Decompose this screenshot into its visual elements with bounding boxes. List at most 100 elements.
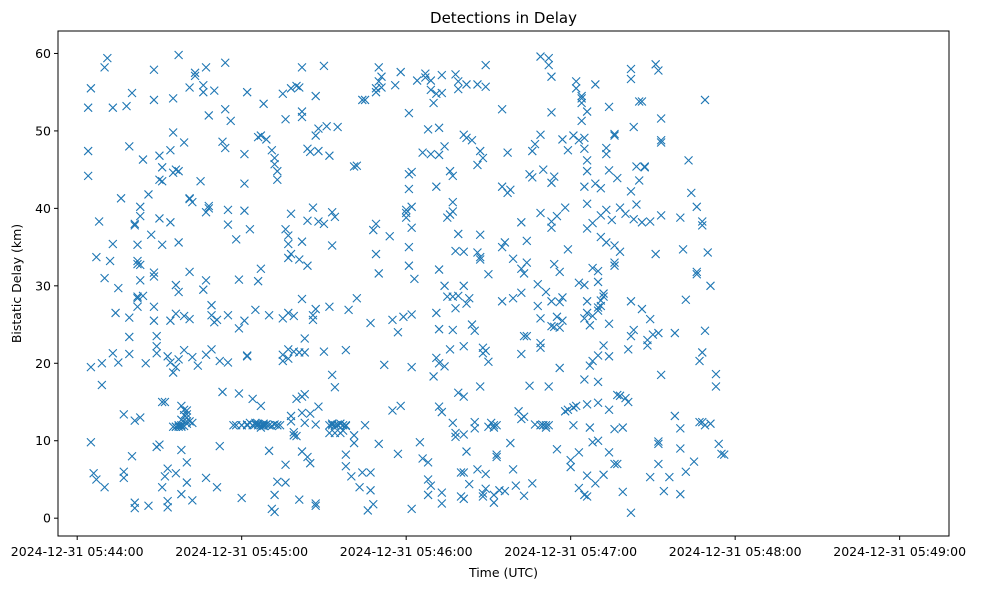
data-point xyxy=(105,256,115,266)
data-point xyxy=(645,314,655,324)
data-point xyxy=(527,478,537,488)
data-point xyxy=(453,76,463,86)
data-point xyxy=(489,420,499,430)
data-point xyxy=(283,239,293,249)
data-point xyxy=(418,454,428,463)
data-point xyxy=(240,149,249,159)
data-point xyxy=(388,406,397,415)
data-point xyxy=(393,327,403,337)
data-point xyxy=(654,437,663,446)
data-point xyxy=(473,465,482,474)
data-point xyxy=(335,419,345,429)
data-point xyxy=(155,151,164,161)
data-point xyxy=(618,423,628,432)
data-point xyxy=(168,368,178,377)
y-tick-label: 40 xyxy=(35,201,51,216)
data-point xyxy=(119,410,129,419)
data-point xyxy=(519,412,529,422)
data-point xyxy=(434,402,444,412)
data-point xyxy=(185,267,194,277)
data-point xyxy=(503,148,513,157)
data-point xyxy=(270,507,279,517)
data-point xyxy=(89,468,99,478)
data-point xyxy=(536,130,545,140)
data-point xyxy=(544,382,554,391)
data-point xyxy=(481,346,491,356)
data-point xyxy=(536,208,545,218)
data-point xyxy=(566,462,576,472)
data-point xyxy=(283,308,293,318)
data-point xyxy=(593,351,603,360)
data-point xyxy=(289,430,299,440)
data-point xyxy=(215,441,225,451)
data-point xyxy=(656,114,666,123)
data-point xyxy=(656,135,666,145)
data-point xyxy=(530,139,540,149)
data-point xyxy=(478,492,488,501)
data-point xyxy=(281,224,290,234)
data-point xyxy=(368,225,378,235)
data-point xyxy=(259,99,269,109)
data-point xyxy=(174,166,184,176)
data-point xyxy=(470,417,480,427)
data-point xyxy=(401,205,411,215)
data-point xyxy=(83,146,93,156)
data-point xyxy=(563,145,573,155)
data-point xyxy=(585,423,595,432)
data-point xyxy=(519,331,529,341)
data-point xyxy=(623,344,633,354)
data-point xyxy=(473,160,482,170)
data-point xyxy=(448,207,458,216)
data-point xyxy=(223,220,233,230)
data-point xyxy=(297,294,307,304)
data-point xyxy=(434,123,444,133)
data-point xyxy=(560,203,570,212)
data-point xyxy=(555,323,565,333)
data-point xyxy=(431,308,441,318)
data-point xyxy=(714,439,724,449)
data-point xyxy=(451,428,460,438)
data-point xyxy=(437,499,447,508)
data-point xyxy=(174,355,184,364)
y-tick-label: 30 xyxy=(35,278,51,293)
data-point xyxy=(456,468,466,477)
data-point xyxy=(240,206,249,216)
data-point xyxy=(470,326,480,336)
data-point xyxy=(547,107,556,117)
data-point xyxy=(593,436,603,446)
data-point xyxy=(248,394,258,404)
data-point xyxy=(579,280,589,290)
data-point xyxy=(547,72,556,82)
data-point xyxy=(445,166,455,176)
data-point xyxy=(272,166,282,176)
data-point xyxy=(308,315,318,325)
data-point xyxy=(300,348,310,357)
data-point xyxy=(481,82,491,92)
data-point xyxy=(626,74,636,84)
data-point xyxy=(593,306,603,315)
data-point xyxy=(429,98,438,108)
data-point xyxy=(475,146,485,156)
data-point xyxy=(440,142,449,151)
data-point xyxy=(187,495,197,505)
data-point xyxy=(505,438,515,448)
data-point xyxy=(122,101,131,111)
data-point xyxy=(308,203,318,212)
data-point xyxy=(621,393,630,403)
data-point xyxy=(604,166,614,175)
data-point xyxy=(174,238,184,247)
data-point xyxy=(155,214,164,223)
data-point xyxy=(484,357,493,367)
data-point xyxy=(459,392,469,401)
data-point xyxy=(700,326,710,336)
data-point xyxy=(201,207,211,217)
data-point xyxy=(278,89,288,99)
data-point xyxy=(234,324,244,333)
data-point xyxy=(448,171,458,181)
data-point xyxy=(198,285,208,295)
data-point xyxy=(204,111,214,120)
data-point xyxy=(185,314,194,324)
data-point xyxy=(314,124,323,133)
data-point xyxy=(135,202,145,212)
data-point xyxy=(108,103,118,113)
